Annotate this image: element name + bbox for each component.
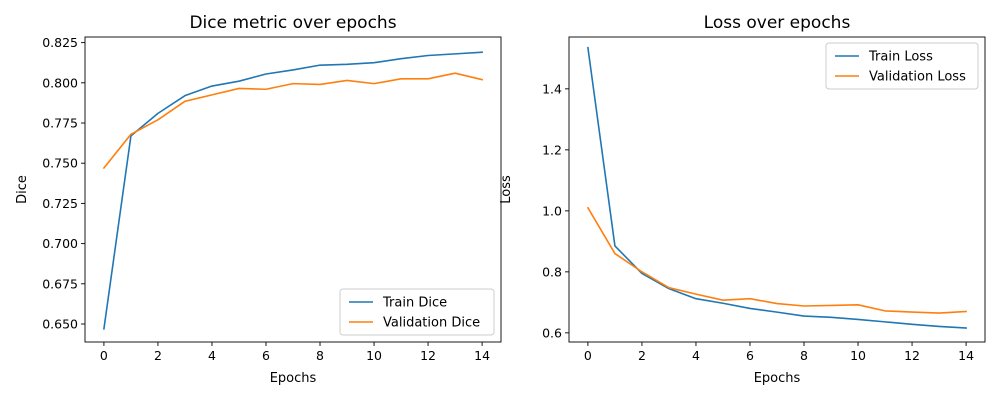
axes-frame — [84, 36, 502, 343]
x-tick-label: 0 — [100, 348, 108, 363]
y-tick-label: 0.825 — [42, 35, 78, 50]
x-tick-label: 12 — [904, 348, 920, 363]
y-tick-label: 0.700 — [42, 236, 78, 251]
y-tick-label: 0.675 — [42, 276, 78, 291]
x-tick-label: 6 — [262, 348, 270, 363]
x-tick-label: 10 — [850, 348, 866, 363]
series-line-train-loss — [587, 46, 967, 329]
x-tick-label: 14 — [474, 348, 490, 363]
loss-chart-panel: Loss over epochs Epochs Loss 0 2 4 6 8 10 12 14… — [499, 13, 986, 386]
x-tick-label: 4 — [208, 348, 216, 363]
series-line-validation-dice — [102, 72, 484, 170]
chart-title: Dice metric over epochs — [189, 13, 396, 33]
y-tick-label: 0.725 — [42, 196, 78, 211]
y-tick-label: 1.0 — [542, 203, 562, 218]
y-tick-label: 1.4 — [542, 81, 562, 96]
y-axis-label: Dice — [15, 175, 30, 204]
legend-box — [339, 288, 495, 336]
y-tick-label: 0.8 — [542, 264, 562, 279]
x-axis-label: Epochs — [270, 371, 317, 386]
y-tick-label: 1.2 — [542, 142, 562, 157]
x-tick-label: 6 — [746, 348, 754, 363]
x-tick-label: 12 — [420, 348, 436, 363]
y-tick-label: 0.775 — [42, 116, 78, 131]
axes-frame — [568, 36, 986, 343]
x-tick-label: 4 — [692, 348, 700, 363]
legend-label: Validation Loss — [869, 70, 966, 85]
legend: Train Loss Validation Loss — [825, 42, 979, 90]
y-tick-label: 0.750 — [42, 156, 78, 171]
series-line-train-dice — [103, 51, 483, 330]
x-tick-label: 2 — [154, 348, 162, 363]
y-tick-label: 0.6 — [542, 325, 562, 340]
legend: Train Dice Validation Dice — [339, 288, 495, 336]
dice-chart-panel: Dice metric over epochs Epochs Dice 0 2 4 6… — [15, 13, 502, 386]
x-tick-label: 8 — [800, 348, 808, 363]
legend-box — [825, 42, 979, 90]
x-tick-label: 2 — [638, 348, 646, 363]
x-tick-label: 8 — [316, 348, 324, 363]
x-tick-label: 0 — [584, 348, 592, 363]
x-axis-label: Epochs — [754, 371, 801, 386]
x-tick-label: 14 — [958, 348, 974, 363]
y-axis-label: Loss — [499, 175, 514, 204]
legend-label: Train Dice — [382, 296, 447, 311]
x-tick-label: 10 — [366, 348, 382, 363]
legend-label: Validation Dice — [383, 316, 480, 331]
chart-title: Loss over epochs — [704, 13, 851, 33]
y-tick-label: 0.650 — [42, 316, 78, 331]
legend-label: Train Loss — [868, 50, 933, 65]
series-line-validation-loss — [586, 206, 967, 314]
y-tick-label: 0.800 — [42, 75, 78, 90]
